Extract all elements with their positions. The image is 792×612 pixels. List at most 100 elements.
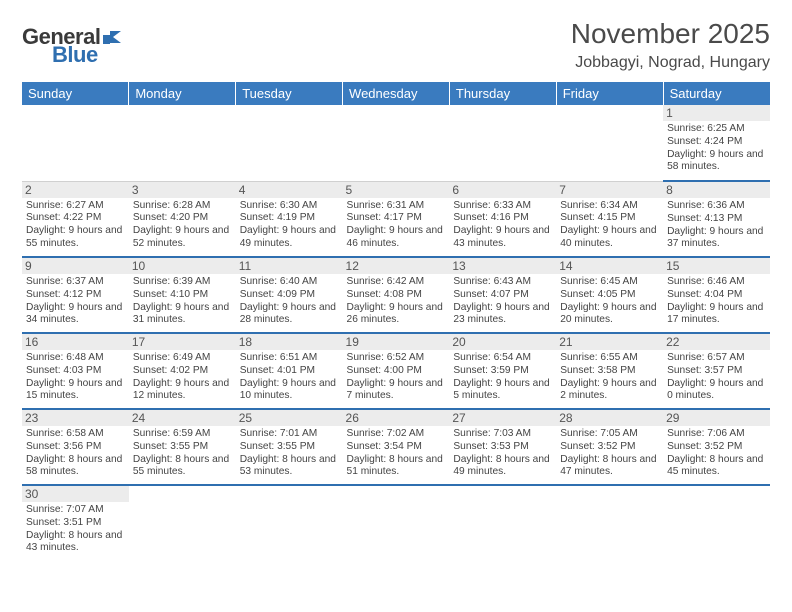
sunset-text: Sunset: 4:16 PM [453,212,552,225]
day-info: Sunrise: 6:25 AMSunset: 4:24 PMDaylight:… [667,123,766,174]
calendar-day-cell: 10Sunrise: 6:39 AMSunset: 4:10 PMDayligh… [129,257,236,333]
day-info: Sunrise: 6:28 AMSunset: 4:20 PMDaylight:… [133,200,232,251]
sunset-text: Sunset: 4:17 PM [347,212,446,225]
sunrise-text: Sunrise: 6:37 AM [26,276,125,289]
day-info: Sunrise: 6:27 AMSunset: 4:22 PMDaylight:… [26,200,125,251]
day-info: Sunrise: 6:34 AMSunset: 4:15 PMDaylight:… [560,200,659,251]
title-block: November 2025 Jobbagyi, Nograd, Hungary [571,18,770,72]
day-number: 2 [22,182,129,198]
day-number: 5 [343,182,450,198]
daylight-text: Daylight: 9 hours and 28 minutes. [240,302,339,328]
calendar-day-cell: 27Sunrise: 7:03 AMSunset: 3:53 PMDayligh… [449,409,556,485]
sunset-text: Sunset: 4:10 PM [133,289,232,302]
calendar-day-cell: 21Sunrise: 6:55 AMSunset: 3:58 PMDayligh… [556,333,663,409]
calendar-day-cell [556,485,663,561]
sunrise-text: Sunrise: 6:30 AM [240,200,339,213]
calendar-day-cell: 28 Sunrise: 7:05 AMSunset: 3:52 PMDayligh… [556,409,663,485]
calendar-day-cell [343,105,450,181]
sunrise-text: Sunrise: 6:58 AM [26,428,125,441]
day-info: Sunrise: 6:48 AMSunset: 4:03 PMDaylight:… [26,352,125,403]
calendar-day-cell: 29 Sunrise: 7:06 AMSunset: 3:52 PMDayligh… [663,409,770,485]
day-number: 29 [663,410,770,426]
daylight-text: Daylight: 9 hours and 52 minutes. [133,225,232,251]
daylight-text: Daylight: 9 hours and 46 minutes. [347,225,446,251]
weekday-header: Friday [556,82,663,105]
sunset-text: Sunset: 4:04 PM [667,289,766,302]
sunrise-text: Sunrise: 6:46 AM [667,276,766,289]
calendar-day-cell [236,105,343,181]
sunset-text: Sunset: 4:13 PM [667,213,766,226]
day-number: 16 [22,334,129,350]
day-info: Sunrise: 7:06 AMSunset: 3:52 PMDaylight:… [667,428,766,479]
sunset-text: Sunset: 3:55 PM [133,441,232,454]
day-number: 24 [129,410,236,426]
sunrise-text: Sunrise: 6:42 AM [347,276,446,289]
sunrise-text: Sunrise: 6:40 AM [240,276,339,289]
sunrise-text: Sunrise: 6:45 AM [560,276,659,289]
calendar-day-cell: 17Sunrise: 6:49 AMSunset: 4:02 PMDayligh… [129,333,236,409]
calendar-table: SundayMondayTuesdayWednesdayThursdayFrid… [22,82,770,561]
day-info: Sunrise: 6:31 AMSunset: 4:17 PMDaylight:… [347,200,446,251]
sunset-text: Sunset: 4:22 PM [26,212,125,225]
day-number: 26 [343,410,450,426]
sunrise-text: Sunrise: 7:07 AM [26,504,125,517]
day-info: Sunrise: 6:57 AMSunset: 3:57 PMDaylight:… [667,352,766,403]
day-info: Sunrise: 6:37 AMSunset: 4:12 PMDaylight:… [26,276,125,327]
weekday-header: Thursday [449,82,556,105]
calendar-week-row: 2 Sunrise: 6:27 AMSunset: 4:22 PMDaylight… [22,181,770,257]
calendar-day-cell: 11 Sunrise: 6:40 AMSunset: 4:09 PMDayligh… [236,257,343,333]
daylight-text: Daylight: 8 hours and 47 minutes. [560,454,659,480]
day-number: 12 [343,258,450,274]
daylight-text: Daylight: 9 hours and 15 minutes. [26,378,125,404]
day-info: Sunrise: 7:05 AMSunset: 3:52 PMDaylight:… [560,428,659,479]
sunset-text: Sunset: 3:54 PM [347,441,446,454]
day-number: 7 [556,182,663,198]
daylight-text: Daylight: 9 hours and 31 minutes. [133,302,232,328]
calendar-day-cell: 22Sunrise: 6:57 AMSunset: 3:57 PMDayligh… [663,333,770,409]
sunset-text: Sunset: 3:57 PM [667,365,766,378]
sunset-text: Sunset: 3:55 PM [240,441,339,454]
calendar-day-cell: 4Sunrise: 6:30 AMSunset: 4:19 PMDaylight… [236,181,343,257]
day-number: 28 [556,410,663,426]
sunset-text: Sunset: 3:51 PM [26,517,125,530]
day-number: 27 [449,410,556,426]
calendar-day-cell: 19Sunrise: 6:52 AMSunset: 4:00 PMDayligh… [343,333,450,409]
daylight-text: Daylight: 8 hours and 55 minutes. [133,454,232,480]
calendar-day-cell [449,485,556,561]
calendar-week-row: 23Sunrise: 6:58 AMSunset: 3:56 PMDayligh… [22,409,770,485]
calendar-day-cell [663,485,770,561]
day-number: 4 [236,182,343,198]
day-number: 8 [663,182,770,198]
sunset-text: Sunset: 3:59 PM [453,365,552,378]
day-info: Sunrise: 6:40 AMSunset: 4:09 PMDaylight:… [240,276,339,327]
day-info: Sunrise: 6:51 AMSunset: 4:01 PMDaylight:… [240,352,339,403]
daylight-text: Daylight: 8 hours and 51 minutes. [347,454,446,480]
calendar-week-row: 9 Sunrise: 6:37 AMSunset: 4:12 PMDaylight… [22,257,770,333]
day-info: Sunrise: 6:33 AMSunset: 4:16 PMDaylight:… [453,200,552,251]
header: General November 2025 Jobbagyi, Nograd, … [22,18,770,72]
calendar-week-row: 30Sunrise: 7:07 AMSunset: 3:51 PMDayligh… [22,485,770,561]
day-number: 11 [236,258,343,274]
day-number: 9 [22,258,129,274]
daylight-text: Daylight: 8 hours and 58 minutes. [26,454,125,480]
calendar-day-cell: 20Sunrise: 6:54 AMSunset: 3:59 PMDayligh… [449,333,556,409]
calendar-day-cell [449,105,556,181]
calendar-day-cell: 23Sunrise: 6:58 AMSunset: 3:56 PMDayligh… [22,409,129,485]
day-number: 19 [343,334,450,350]
calendar-day-cell: 1Sunrise: 6:25 AMSunset: 4:24 PMDaylight… [663,105,770,181]
sunset-text: Sunset: 4:01 PM [240,365,339,378]
day-info: Sunrise: 6:59 AMSunset: 3:55 PMDaylight:… [133,428,232,479]
sunset-text: Sunset: 3:53 PM [453,441,552,454]
calendar-day-cell [556,105,663,181]
day-info: Sunrise: 6:58 AMSunset: 3:56 PMDaylight:… [26,428,125,479]
calendar-day-cell: 7 Sunrise: 6:34 AMSunset: 4:15 PMDaylight… [556,181,663,257]
sunrise-text: Sunrise: 6:49 AM [133,352,232,365]
daylight-text: Daylight: 9 hours and 34 minutes. [26,302,125,328]
day-number: 15 [663,258,770,274]
daylight-text: Daylight: 9 hours and 10 minutes. [240,378,339,404]
calendar-day-cell: 25Sunrise: 7:01 AMSunset: 3:55 PMDayligh… [236,409,343,485]
day-number: 21 [556,334,663,350]
sunrise-text: Sunrise: 6:33 AM [453,200,552,213]
daylight-text: Daylight: 9 hours and 20 minutes. [560,302,659,328]
day-number: 25 [236,410,343,426]
